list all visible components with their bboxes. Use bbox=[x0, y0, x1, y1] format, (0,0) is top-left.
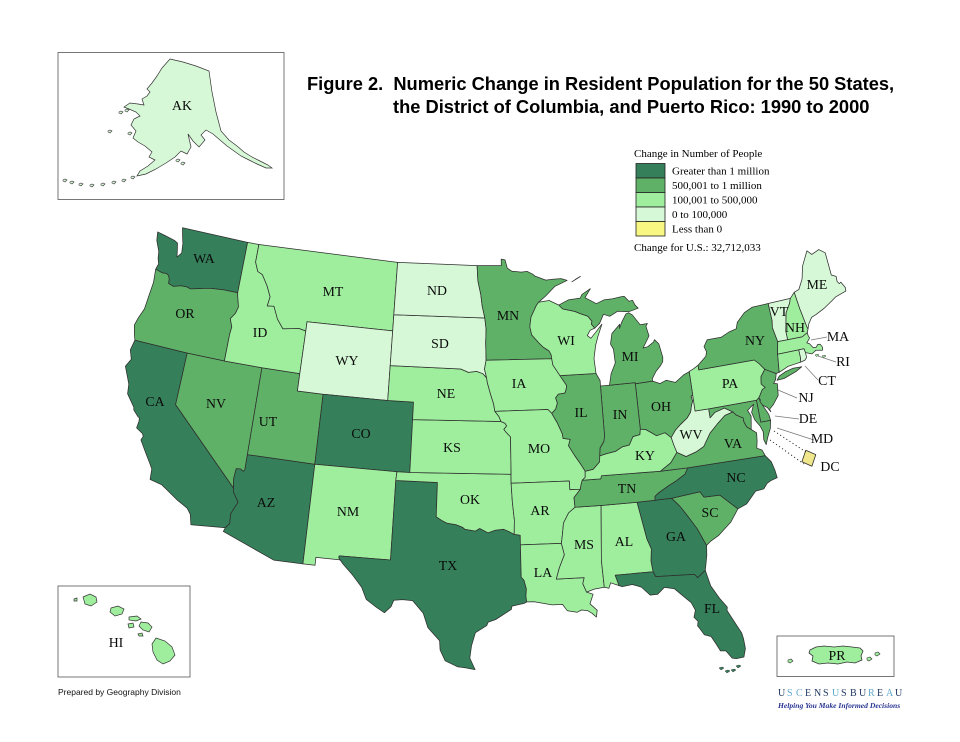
svg-text:NE: NE bbox=[437, 386, 455, 401]
svg-text:NH: NH bbox=[785, 320, 805, 335]
svg-text:NY: NY bbox=[745, 333, 765, 348]
svg-text:Less than 0: Less than 0 bbox=[672, 224, 723, 236]
svg-text:MD: MD bbox=[811, 431, 833, 446]
svg-text:Figure 2. Numeric Change in R: Figure 2. Numeric Change in Resident Pop… bbox=[307, 73, 894, 94]
svg-text:WA: WA bbox=[193, 251, 214, 266]
svg-text:MO: MO bbox=[528, 441, 550, 456]
svg-text:VT: VT bbox=[770, 304, 789, 319]
svg-text:NV: NV bbox=[206, 396, 226, 411]
svg-text:GA: GA bbox=[666, 529, 686, 544]
svg-text:AL: AL bbox=[615, 534, 633, 549]
svg-text:Prepared by Geography Division: Prepared by Geography Division bbox=[58, 687, 181, 697]
svg-text:WI: WI bbox=[557, 333, 575, 348]
svg-text:U: U bbox=[859, 688, 867, 699]
svg-text:MA: MA bbox=[827, 329, 849, 344]
svg-text:OH: OH bbox=[651, 399, 671, 414]
svg-text:VA: VA bbox=[724, 436, 742, 451]
svg-text:ME: ME bbox=[807, 277, 828, 292]
svg-text:100,001 to 500,000: 100,001 to 500,000 bbox=[672, 195, 758, 207]
svg-text:U: U bbox=[895, 688, 903, 699]
svg-text:OK: OK bbox=[460, 492, 480, 507]
svg-text:AR: AR bbox=[530, 503, 550, 518]
svg-text:S: S bbox=[787, 688, 793, 699]
svg-text:S: S bbox=[823, 688, 829, 699]
svg-text:IL: IL bbox=[574, 405, 587, 420]
svg-text:PR: PR bbox=[829, 648, 847, 663]
svg-text:AZ: AZ bbox=[257, 495, 275, 510]
svg-text:KY: KY bbox=[635, 448, 655, 463]
svg-text:S: S bbox=[841, 688, 847, 699]
svg-text:B: B bbox=[850, 688, 857, 699]
svg-text:MN: MN bbox=[497, 308, 519, 323]
svg-text:OR: OR bbox=[175, 306, 195, 321]
svg-text:LA: LA bbox=[534, 565, 552, 580]
svg-text:U: U bbox=[832, 688, 840, 699]
svg-text:R: R bbox=[868, 688, 875, 699]
svg-text:C: C bbox=[796, 688, 803, 699]
svg-text:Change for U.S.: 32,712,033: Change for U.S.: 32,712,033 bbox=[634, 242, 761, 254]
svg-text:IN: IN bbox=[613, 407, 628, 422]
svg-text:0 to 100,000: 0 to 100,000 bbox=[672, 209, 728, 221]
svg-text:Change in Number of People: Change in Number of People bbox=[634, 148, 762, 160]
svg-text:MT: MT bbox=[323, 284, 344, 299]
svg-text:MI: MI bbox=[622, 349, 639, 364]
svg-text:TX: TX bbox=[439, 558, 457, 573]
svg-text:KS: KS bbox=[443, 440, 461, 455]
svg-text:UT: UT bbox=[259, 414, 278, 429]
svg-text:TN: TN bbox=[618, 481, 636, 496]
svg-text:IA: IA bbox=[512, 376, 527, 391]
svg-text:A: A bbox=[886, 688, 894, 699]
svg-text:AK: AK bbox=[172, 98, 192, 113]
svg-text:WV: WV bbox=[680, 427, 703, 442]
svg-text:DE: DE bbox=[799, 411, 817, 426]
svg-text:E: E bbox=[805, 688, 811, 699]
svg-text:NC: NC bbox=[726, 470, 745, 485]
svg-text:NJ: NJ bbox=[798, 390, 814, 405]
svg-text:CT: CT bbox=[818, 373, 836, 388]
svg-text:WY: WY bbox=[336, 353, 359, 368]
svg-text:Helping You Make Informed Deci: Helping You Make Informed Decisions bbox=[777, 701, 900, 710]
svg-text:the District of Columbia, and: the District of Columbia, and Puerto Ric… bbox=[393, 96, 869, 117]
svg-text:PA: PA bbox=[722, 376, 738, 391]
svg-text:CA: CA bbox=[145, 394, 164, 409]
svg-text:500,001 to 1 million: 500,001 to 1 million bbox=[672, 180, 762, 192]
svg-text:ID: ID bbox=[253, 325, 268, 340]
svg-text:N: N bbox=[814, 688, 821, 699]
svg-text:CO: CO bbox=[351, 426, 370, 441]
svg-text:E: E bbox=[877, 688, 883, 699]
svg-text:Greater than 1 million: Greater than 1 million bbox=[672, 166, 770, 178]
svg-text:ND: ND bbox=[427, 283, 447, 298]
svg-text:SD: SD bbox=[431, 336, 449, 351]
svg-text:MS: MS bbox=[574, 537, 594, 552]
svg-text:DC: DC bbox=[820, 459, 839, 474]
svg-text:FL: FL bbox=[704, 601, 720, 616]
svg-text:SC: SC bbox=[702, 505, 719, 520]
svg-text:HI: HI bbox=[109, 635, 124, 650]
svg-text:U: U bbox=[778, 688, 786, 699]
svg-text:RI: RI bbox=[836, 354, 850, 369]
svg-text:NM: NM bbox=[337, 504, 359, 519]
